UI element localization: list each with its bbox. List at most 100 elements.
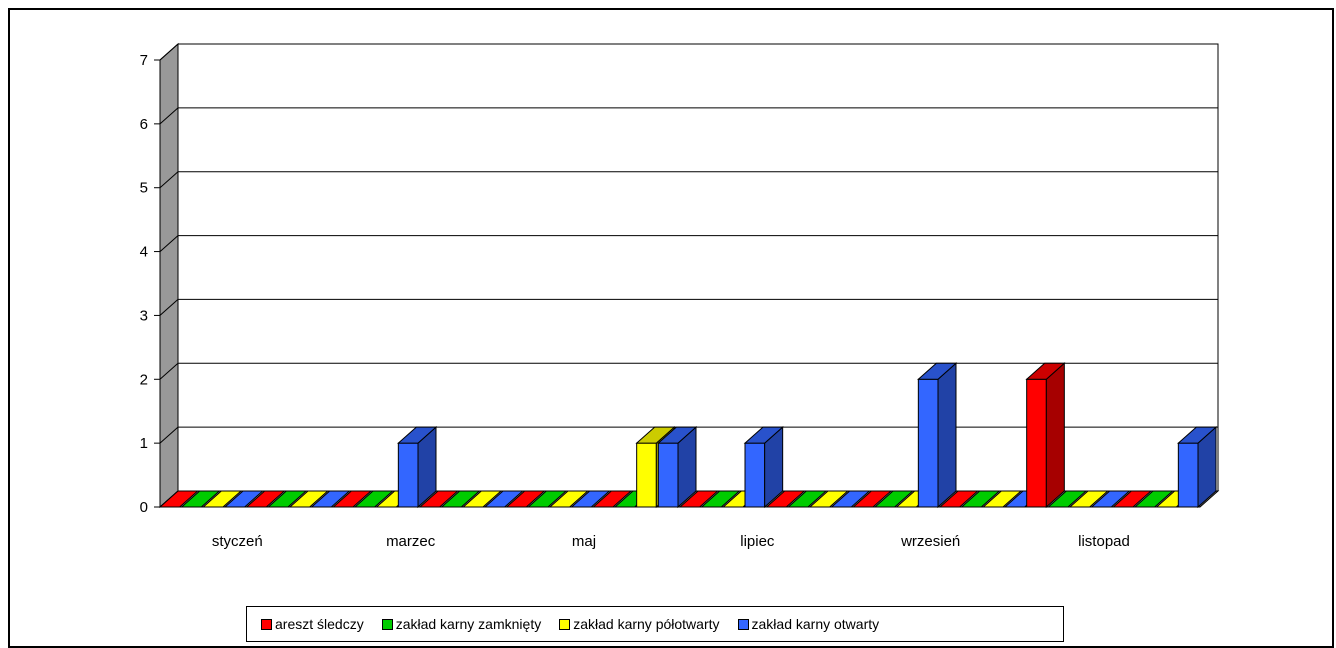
y-tick-label: 0 — [140, 499, 148, 516]
bar-chart: 0 1 2 3 4 5 6 7 styczeń marzec maj lipiec wrzesień li… — [140, 42, 1220, 550]
bar-top — [917, 362, 958, 380]
bar-zero — [1112, 490, 1153, 508]
bar-zero — [548, 490, 589, 508]
bar-zero — [765, 490, 806, 508]
bar — [743, 426, 784, 509]
bar-front — [657, 442, 679, 508]
bar-zero — [245, 490, 286, 508]
bar-top — [635, 426, 676, 444]
gridline-diag — [159, 235, 179, 252]
bar — [1112, 490, 1153, 508]
gridline-diag — [159, 362, 179, 380]
bar — [418, 490, 459, 508]
x-tick-label: marzec — [386, 533, 436, 550]
bar-zero — [310, 490, 351, 508]
gridline-diag — [159, 426, 179, 444]
x-axis: styczeń marzec maj lipiec wrzesień listopad — [212, 533, 1130, 550]
bar-zero — [678, 490, 719, 508]
gridline-diag — [159, 43, 179, 61]
bar — [548, 490, 589, 508]
legend-swatch — [381, 618, 393, 630]
bar — [592, 490, 633, 508]
bar-zero — [527, 490, 568, 508]
bar — [223, 490, 264, 508]
x-tick-label: styczeń — [212, 533, 263, 550]
bar-zero — [960, 490, 1001, 508]
bar-zero — [1047, 490, 1088, 508]
bar-top — [1177, 426, 1218, 444]
bar — [960, 490, 1001, 508]
bar-side — [937, 362, 957, 509]
bar-zero — [288, 490, 329, 508]
gridline-diag — [159, 299, 179, 316]
bar-zero — [505, 490, 546, 508]
bar — [678, 490, 719, 508]
bar-zero — [180, 490, 221, 508]
bar — [1068, 490, 1109, 508]
bar-zero — [267, 490, 308, 508]
bar — [570, 490, 611, 508]
bar — [267, 490, 308, 508]
bar — [483, 490, 524, 508]
legend-item: areszt śledczy — [261, 616, 364, 632]
bar — [873, 490, 914, 508]
legend-item: zakład karny otwarty — [737, 616, 879, 632]
bar-zero — [483, 490, 524, 508]
bar — [808, 490, 849, 508]
bar-zero — [418, 490, 459, 508]
bar-zero — [592, 490, 633, 508]
bars — [158, 362, 1218, 509]
bar — [938, 490, 979, 508]
bar-front — [1026, 378, 1047, 508]
bar-zero — [873, 490, 914, 508]
bar — [787, 490, 828, 508]
legend-swatch — [737, 618, 749, 630]
x-tick-label: listopad — [1078, 533, 1130, 550]
bar-zero — [202, 490, 243, 508]
bar-zero — [982, 490, 1023, 508]
y-tick-label: 3 — [140, 307, 148, 324]
bar-zero — [938, 490, 979, 508]
bar-zero — [570, 490, 611, 508]
bar — [852, 490, 893, 508]
bar — [657, 426, 698, 509]
y-tick-label: 6 — [140, 116, 148, 133]
legend-swatch — [261, 618, 272, 630]
bar — [202, 490, 243, 508]
bar — [288, 490, 329, 508]
legend-item: zakład karny zamknięty — [381, 616, 542, 632]
x-tick-label: wrzesień — [900, 533, 960, 550]
bar-zero — [462, 490, 503, 508]
y-tick-label: 2 — [140, 371, 148, 388]
chart-frame: 0 1 2 3 4 5 6 7 styczeń marzec maj lipiec wrzesień li… — [8, 8, 1334, 648]
gridline-diag — [159, 107, 179, 125]
legend-label: zakład karny zamknięty — [395, 616, 542, 632]
y-tick-label: 7 — [140, 52, 148, 69]
y-tick-label: 5 — [140, 180, 148, 197]
bar — [440, 490, 481, 508]
bar — [397, 426, 438, 509]
bar — [917, 362, 958, 509]
bar-zero — [440, 490, 481, 508]
bar — [158, 490, 199, 508]
legend-label: areszt śledczy — [275, 616, 364, 632]
bar — [332, 490, 373, 508]
bar — [1047, 490, 1088, 508]
legend-swatch — [559, 618, 571, 630]
bar — [700, 490, 741, 508]
legend-label: zakład karny półotwarty — [573, 616, 720, 632]
bar-zero — [353, 490, 394, 508]
bar-top — [743, 426, 784, 444]
bar — [462, 490, 503, 508]
bar — [1090, 490, 1131, 508]
bar-zero — [158, 490, 199, 508]
bar — [765, 490, 806, 508]
bar-zero — [700, 490, 741, 508]
bar — [527, 490, 568, 508]
bar-front — [397, 442, 419, 508]
bar-zero — [1068, 490, 1109, 508]
bar — [982, 490, 1023, 508]
x-tick-label: maj — [572, 533, 596, 550]
bar-zero — [1133, 490, 1174, 508]
bar-top — [1025, 362, 1066, 380]
